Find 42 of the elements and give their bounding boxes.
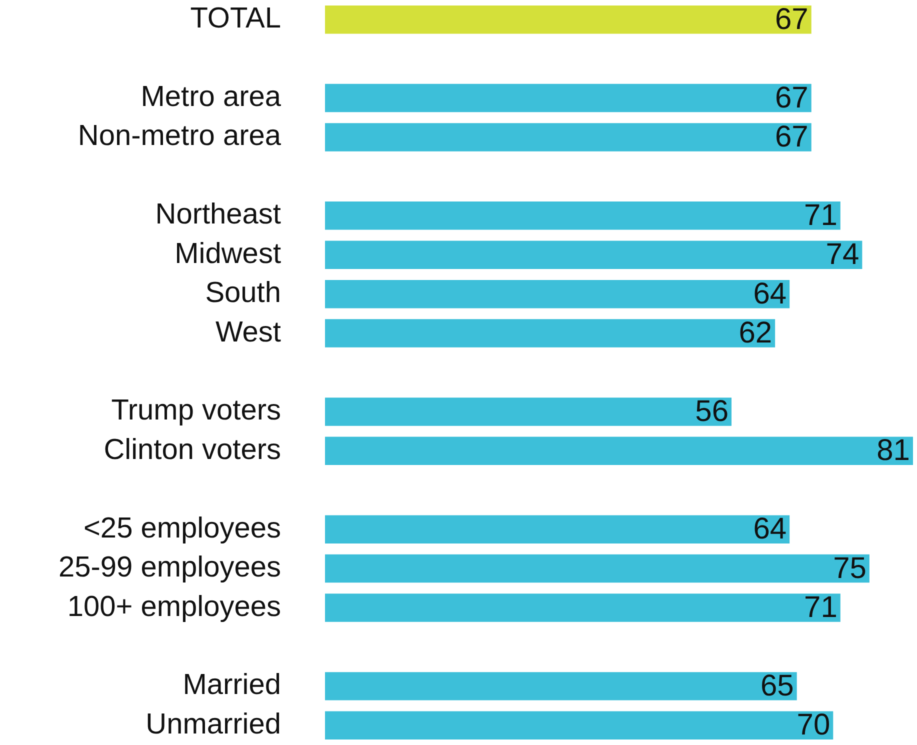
data-label: 71 (804, 198, 838, 232)
bar (325, 672, 797, 700)
y-tick-label: Married (182, 669, 281, 702)
data-label: 67 (774, 81, 808, 114)
y-tick-label: Non-metro area (78, 120, 282, 152)
data-label: 67 (774, 120, 808, 154)
bar (325, 436, 913, 466)
bar (325, 515, 790, 544)
data-label: 74 (826, 238, 860, 272)
bar (325, 240, 862, 269)
y-tick-label: 100+ employees (67, 590, 281, 623)
data-label: 62 (738, 316, 772, 350)
data-label: 64 (753, 512, 787, 546)
bar (325, 202, 840, 230)
y-tick-label: TOTAL (190, 2, 281, 35)
y-tick-label: Metro area (140, 81, 282, 114)
y-tick-label: West (215, 316, 281, 348)
y-tick-label: Clinton voters (104, 434, 281, 466)
bar (325, 319, 776, 348)
y-tick-label: Northeast (155, 198, 281, 231)
y-tick-label: 25-99 employees (58, 552, 281, 584)
bar (325, 398, 732, 426)
bar (325, 280, 790, 308)
data-label: 75 (833, 552, 866, 585)
data-label: 70 (796, 708, 830, 742)
y-tick-label: <25 employees (84, 512, 281, 544)
bar (325, 84, 812, 112)
data-label: 56 (695, 394, 729, 428)
bar (325, 123, 812, 152)
y-tick-label: Unmarried (146, 708, 281, 740)
y-tick-label: South (205, 277, 281, 310)
data-label: 64 (753, 277, 787, 310)
data-label: 71 (804, 591, 838, 624)
data-label: 65 (760, 669, 794, 702)
data-label: 67 (774, 2, 808, 36)
y-tick-label: Trump voters (111, 394, 281, 427)
bar (325, 594, 840, 622)
y-tick-label: Midwest (174, 238, 281, 270)
bar (325, 5, 812, 34)
data-label: 81 (876, 434, 910, 468)
bar (325, 554, 870, 583)
bar (325, 711, 834, 740)
